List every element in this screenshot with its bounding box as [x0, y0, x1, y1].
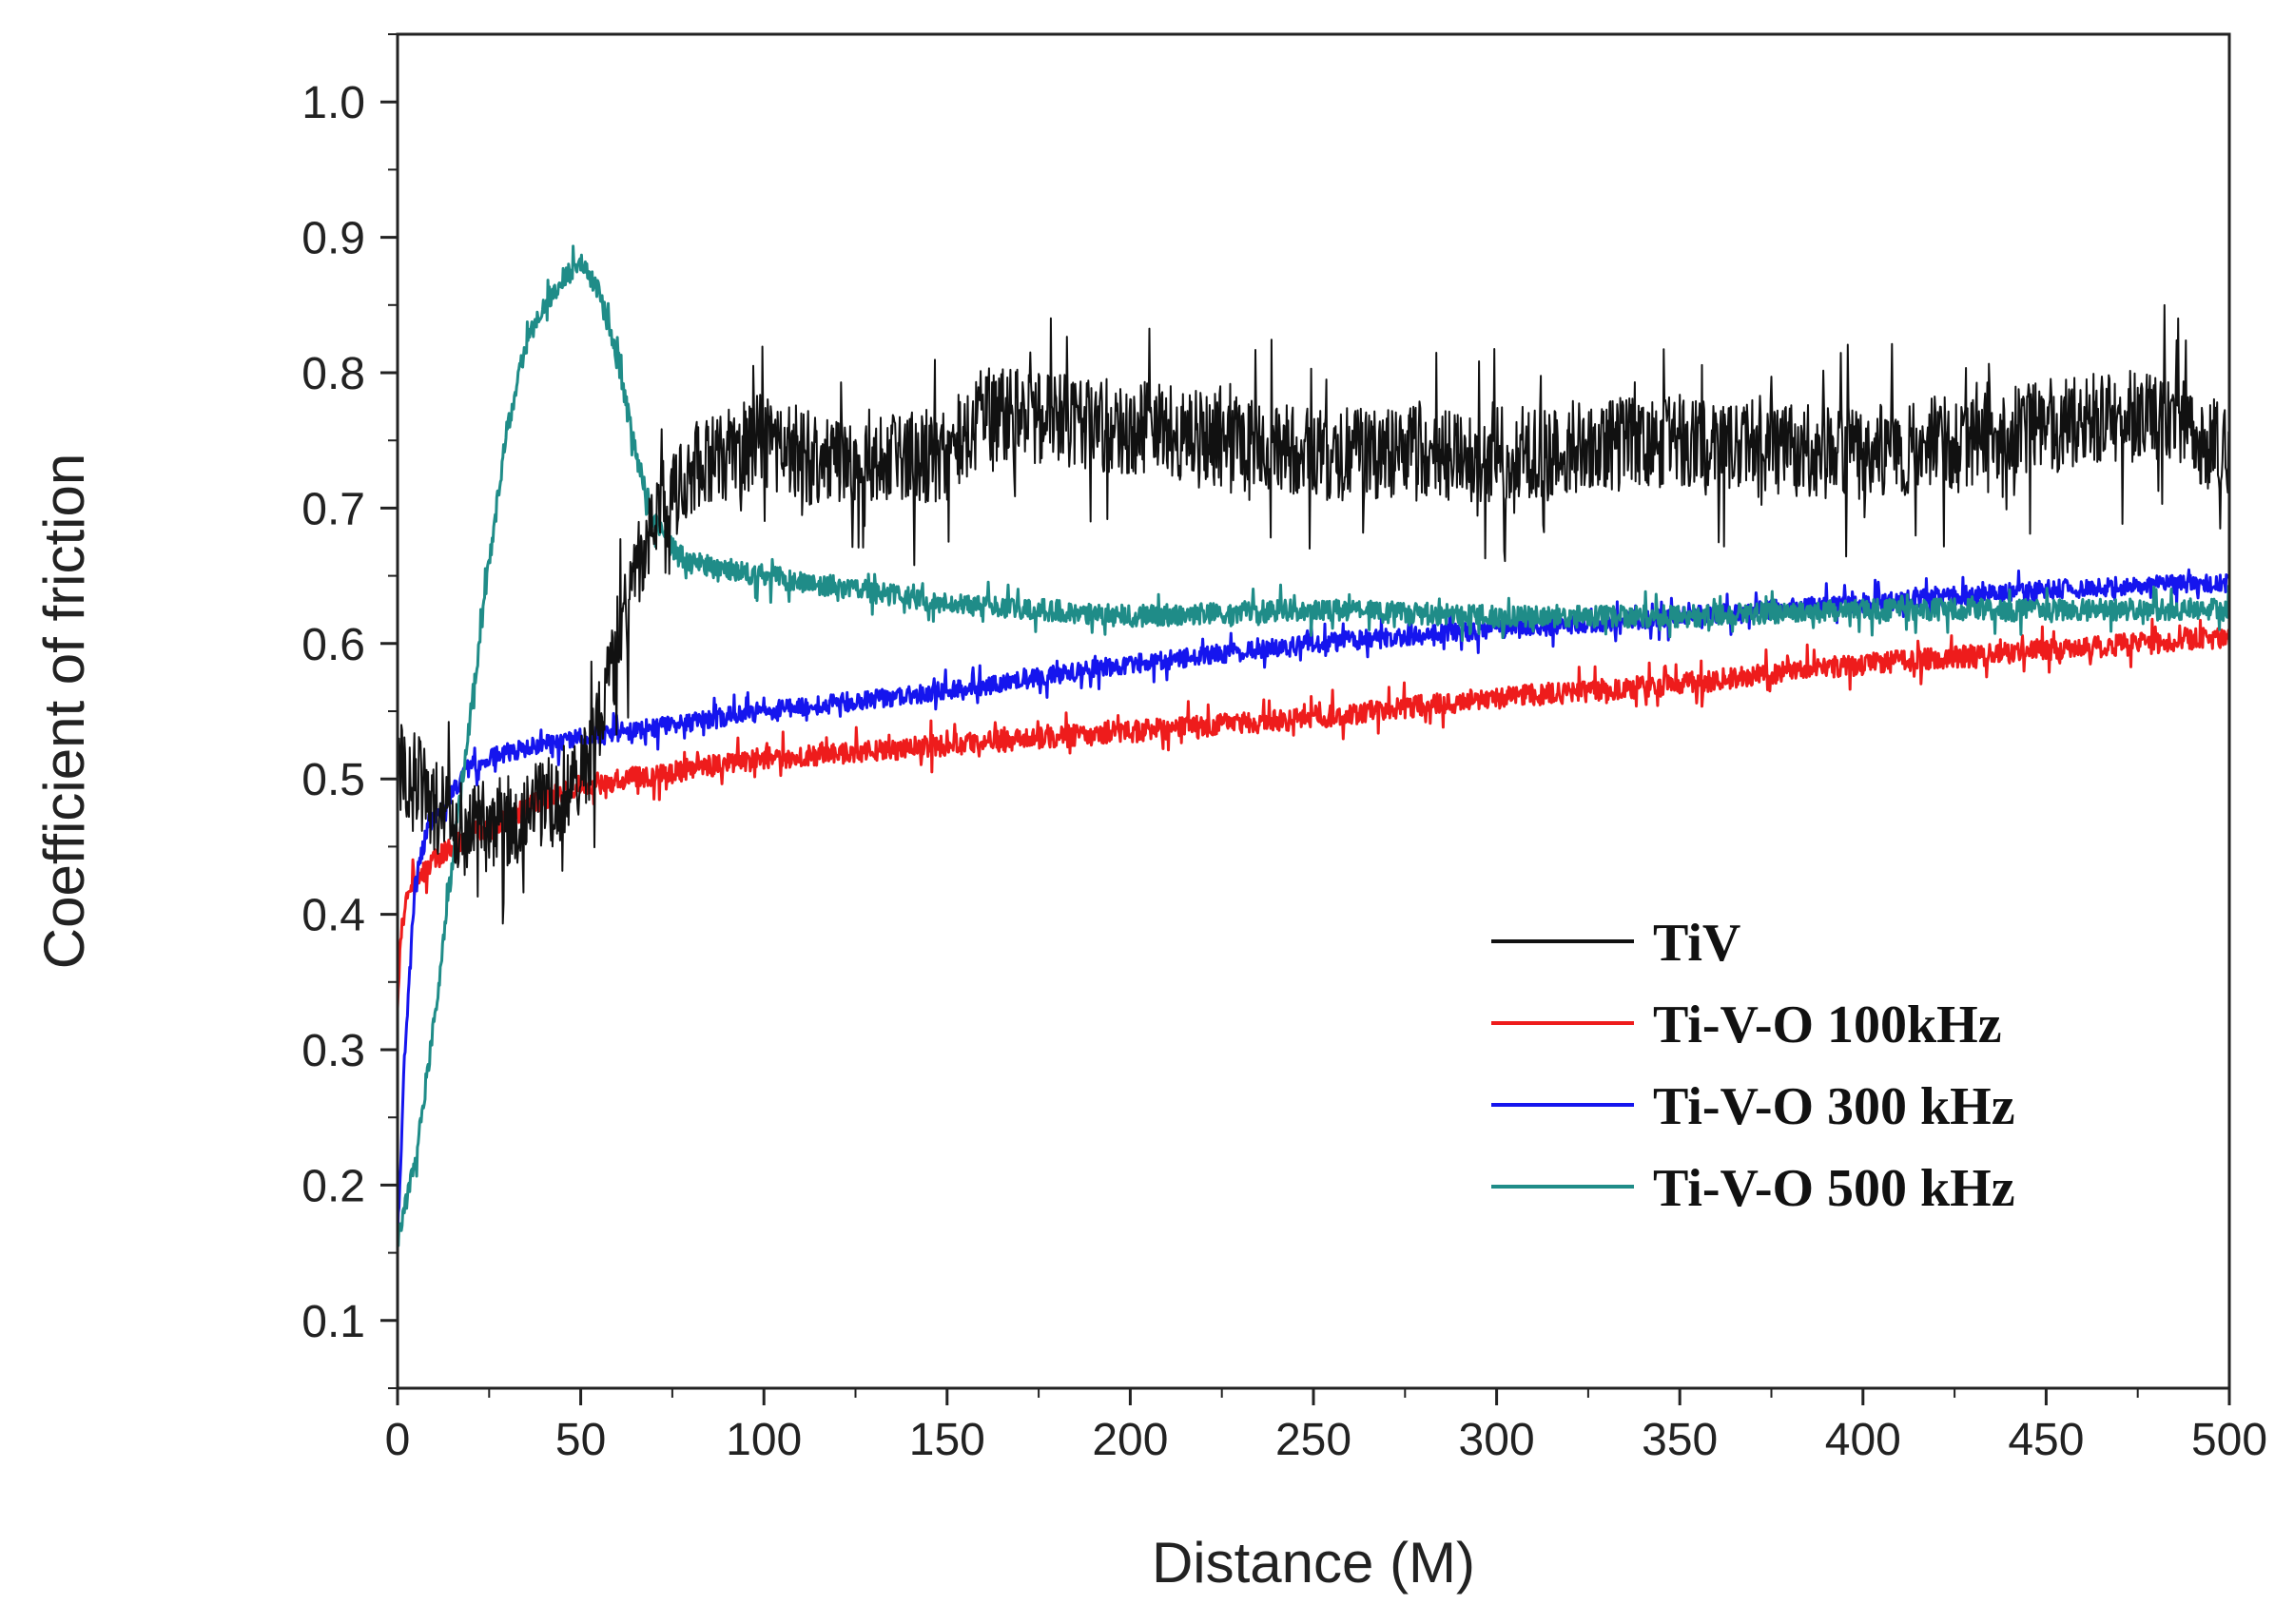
y-tick-label: 0.6 [301, 620, 365, 670]
axes-layer: 0 50 100 150 200 250 300 350 400 450 500 0.1 0.2 0.3 0… [301, 33, 2267, 1465]
y-tick-label: 0.8 [301, 349, 365, 399]
y-tick-label: 0.2 [301, 1161, 365, 1211]
series-layer [396, 244, 2231, 1247]
x-tick-label: 100 [726, 1415, 802, 1465]
legend-label-3: Ti-V-O 500 kHz [1653, 1159, 2015, 1218]
x-tick-label: 450 [2008, 1415, 2084, 1465]
y-tick-label: 0.3 [301, 1026, 365, 1076]
series-line-3 [396, 244, 2231, 1247]
series-line-0 [397, 303, 2230, 925]
series-line-1 [396, 617, 2231, 1010]
y-tick-label: 0.5 [301, 755, 365, 805]
x-tick-label: 250 [1275, 1415, 1351, 1465]
x-tick-label: 300 [1459, 1415, 1535, 1465]
y-tick-label: 0.4 [301, 891, 365, 941]
x-tick-label: 200 [1092, 1415, 1168, 1465]
x-axis-title: Distance (M) [1152, 1531, 1475, 1595]
series-line-2 [396, 568, 2231, 1238]
x-tick-label: 0 [385, 1415, 411, 1465]
legend-label-1: Ti-V-O 100kHz [1653, 996, 2002, 1054]
x-tick-label: 400 [1825, 1415, 1901, 1465]
x-tick-label: 150 [909, 1415, 985, 1465]
y-tick-label: 0.1 [301, 1297, 365, 1347]
y-tick-label: 1.0 [301, 78, 365, 128]
y-tick-label: 0.9 [301, 214, 365, 264]
x-tick-label: 350 [1642, 1415, 1718, 1465]
y-tick-label: 0.7 [301, 484, 365, 534]
legend-label-2: Ti-V-O 300 kHz [1653, 1077, 2015, 1136]
legend-label-0: TiV [1653, 914, 1740, 973]
y-axis-title: Coefficient of friction [32, 454, 96, 970]
legend: TiV Ti-V-O 100kHz Ti-V-O 300 kHz Ti-V-O 500… [1491, 914, 2015, 1218]
x-tick-label: 500 [2191, 1415, 2267, 1465]
x-tick-label: 50 [555, 1415, 606, 1465]
